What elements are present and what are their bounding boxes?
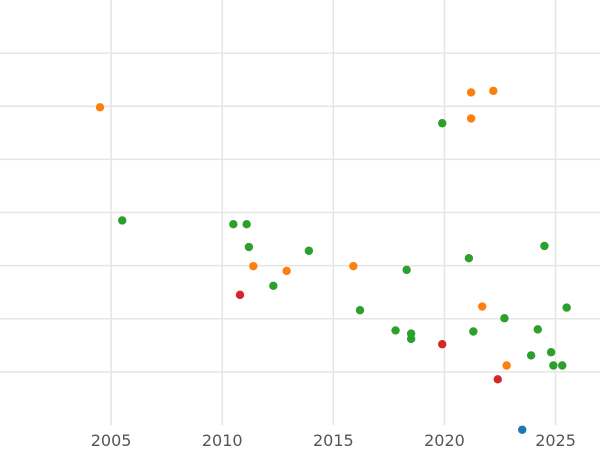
data-point: [438, 340, 447, 349]
grid-layer: [0, 0, 600, 425]
x-tick-label: 2015: [313, 431, 354, 450]
points-layer: [95, 86, 571, 434]
data-point: [558, 361, 567, 370]
data-point: [518, 425, 527, 434]
data-point: [500, 314, 509, 323]
data-point: [95, 103, 105, 112]
x-tick-label: 2020: [424, 431, 465, 450]
data-point: [466, 88, 476, 97]
data-point: [349, 261, 358, 271]
data-point: [438, 119, 447, 128]
data-point: [244, 242, 254, 252]
data-point: [464, 253, 474, 263]
data-point: [549, 361, 558, 370]
data-point: [304, 246, 314, 255]
data-point: [242, 219, 251, 229]
data-point: [269, 281, 278, 291]
data-point: [540, 241, 549, 251]
data-point: [502, 361, 511, 370]
x-tick-label: 2010: [202, 431, 243, 450]
x-tick-labels: 2005 2010 2015 2020 2025: [91, 431, 576, 450]
data-point: [235, 290, 245, 300]
data-point: [355, 306, 365, 315]
data-point: [478, 302, 487, 311]
x-tick-label: 2005: [91, 431, 132, 450]
data-point: [469, 327, 478, 336]
data-point: [526, 351, 536, 360]
data-point: [489, 86, 498, 96]
data-point: [229, 219, 238, 229]
data-point: [406, 334, 416, 344]
x-tick-label: 2025: [535, 431, 576, 450]
data-point: [533, 325, 542, 334]
data-point: [402, 265, 411, 275]
data-point: [391, 326, 400, 335]
data-point: [466, 114, 476, 123]
data-point: [118, 216, 127, 225]
data-point: [493, 375, 502, 384]
data-point: [282, 266, 291, 276]
data-point: [546, 348, 556, 357]
data-point: [562, 303, 571, 312]
data-point: [249, 261, 258, 271]
